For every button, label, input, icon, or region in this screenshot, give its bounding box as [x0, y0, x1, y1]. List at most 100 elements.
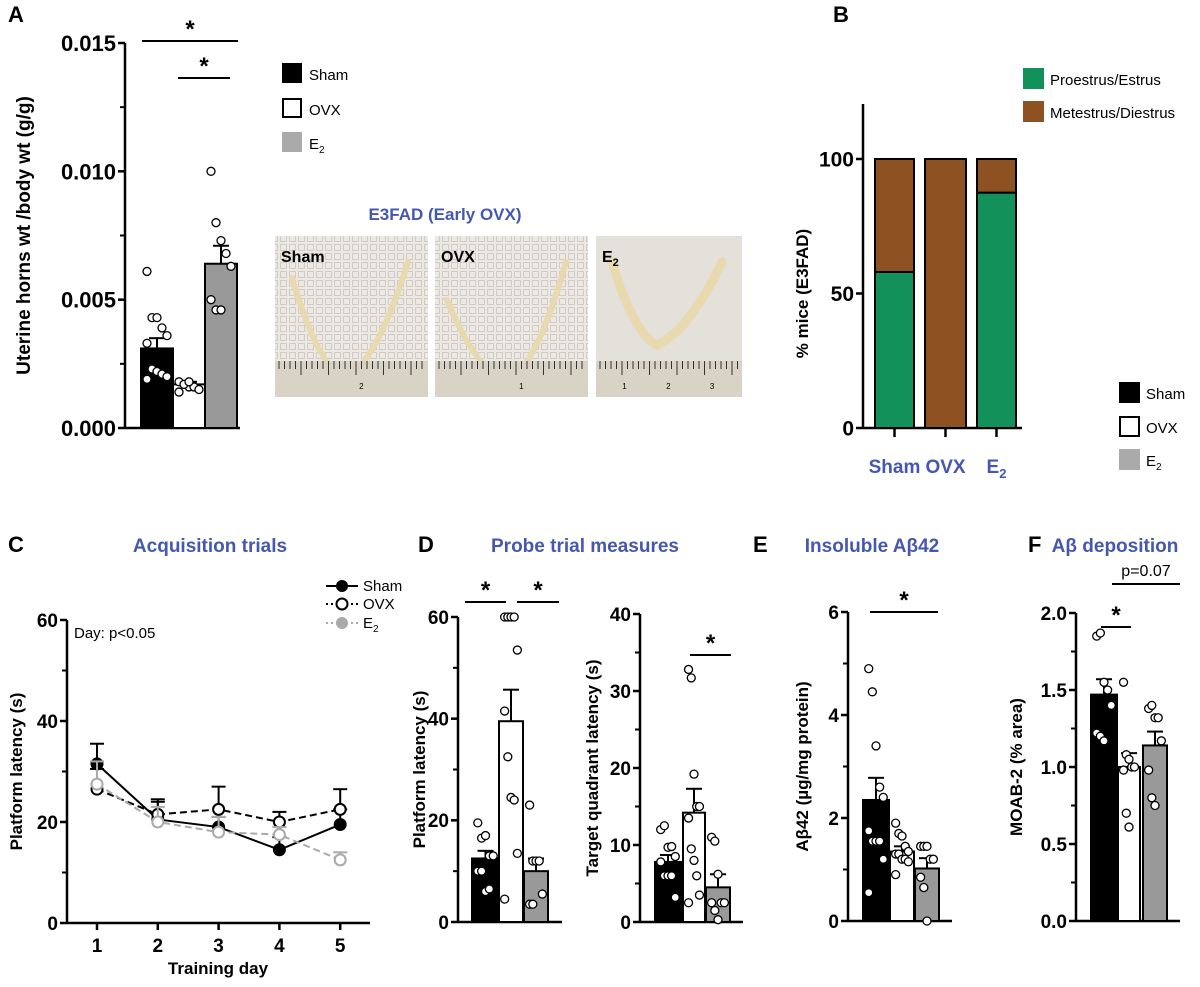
data-point	[670, 892, 680, 903]
ruler-number: 2	[666, 382, 671, 391]
data-point	[694, 890, 705, 900]
data-point-e2	[151, 815, 165, 829]
subscript: 2	[613, 257, 619, 269]
data-point	[874, 836, 885, 846]
y-tick-label: 20	[428, 811, 449, 832]
data-point	[1099, 736, 1109, 746]
data-point	[1153, 713, 1163, 723]
data-point	[719, 898, 730, 908]
data-point	[666, 841, 677, 852]
data-point	[221, 248, 231, 259]
ruler	[596, 361, 742, 397]
data-point-e2	[90, 777, 104, 791]
data-point	[512, 848, 523, 859]
panel-c-legend: Sham OVX E2	[326, 578, 402, 635]
data-point	[484, 884, 495, 894]
panel-c-title: Acquisition trials	[133, 536, 287, 557]
data-point	[1118, 677, 1129, 687]
data-point	[713, 915, 723, 925]
panel-c-chart: 0 20 40 60 Platform latency (s) 1 2 3 4 5	[7, 611, 370, 957]
y-tick-label: 2	[828, 809, 839, 830]
y-axis-label: Target quadrant latency (s)	[583, 660, 602, 877]
stacked-segment-e2-proestrus	[976, 191, 1017, 429]
data-point	[1118, 765, 1129, 775]
stacked-segment-sham-metestrus	[874, 158, 915, 273]
data-point	[1124, 754, 1134, 764]
data-point	[1150, 800, 1160, 811]
y-tick-label: 0.5	[1041, 835, 1068, 856]
data-point	[878, 792, 888, 803]
data-point	[706, 898, 717, 908]
panel-b-legend: Proestrus/Estrus Metestrus/Diestrus	[1023, 68, 1175, 122]
panel-label-a: A	[8, 2, 24, 27]
panel-label-f: F	[1028, 532, 1041, 557]
y-tick-label: 0.000	[61, 416, 116, 441]
data-point	[710, 905, 720, 916]
significance-label: *	[199, 53, 209, 80]
y-tick-label: 30	[610, 682, 631, 703]
panel-c-xlabel: Training day	[168, 959, 269, 978]
data-point	[1124, 822, 1134, 832]
data-point	[162, 330, 172, 341]
y-tick-label: 10	[610, 836, 631, 857]
stacked-segment-ovx-metestrus	[924, 158, 967, 429]
data-point	[152, 312, 162, 323]
y-tick-label: 0	[47, 914, 58, 935]
data-point-e2	[333, 853, 347, 867]
stacked-segment-sham-proestrus	[874, 270, 915, 430]
data-point	[683, 664, 694, 675]
y-tick-label: 0	[842, 418, 854, 441]
data-point	[142, 266, 152, 277]
data-point	[1095, 628, 1106, 638]
ruler-number: 3	[710, 382, 715, 391]
y-tick-label: 6	[828, 603, 839, 624]
data-point	[692, 871, 702, 881]
y-axis-label: Uterine horns wt /body wt (g/g)	[14, 96, 35, 375]
data-point-e2	[212, 825, 226, 839]
data-point	[1099, 677, 1109, 687]
data-point	[867, 687, 878, 697]
y-tick-label: 0.015	[61, 31, 116, 56]
data-point	[488, 851, 498, 861]
data-point	[897, 831, 907, 841]
data-point-e2	[272, 828, 286, 842]
data-point	[1143, 765, 1154, 775]
y-tick-label: 0.0	[1041, 912, 1067, 933]
significance-label: p=0.07	[1121, 563, 1170, 580]
panel-label-e: E	[753, 532, 768, 557]
data-point	[871, 741, 881, 751]
ruler-number: 1	[622, 382, 627, 391]
bar-sham	[1090, 693, 1118, 922]
uterine-horn-image	[607, 257, 727, 350]
data-point	[694, 801, 705, 812]
y-tick-label: 2.0	[1041, 604, 1067, 625]
legend-swatch-sham	[1119, 382, 1140, 403]
data-point	[1156, 736, 1167, 746]
data-point	[216, 305, 226, 315]
data-point	[476, 866, 487, 876]
y-axis-label: MOAB-2 (% area)	[1007, 698, 1026, 836]
data-point	[512, 645, 523, 655]
legend-label-sham: Sham	[309, 67, 348, 84]
panel-label-c: C	[8, 532, 24, 557]
data-point	[710, 836, 720, 846]
x-tick-label: E2	[987, 457, 1007, 481]
data-point	[686, 844, 696, 854]
data-point	[206, 166, 216, 176]
data-point	[142, 338, 152, 348]
significance-label: *	[899, 587, 909, 614]
data-point	[534, 856, 544, 866]
data-point	[226, 261, 236, 271]
y-tick-label: 40	[610, 605, 631, 626]
data-point	[890, 818, 901, 828]
y-axis-label: Aβ42 (µg/mg protein)	[793, 681, 812, 851]
panel-f-chart: 0.0 0.5 1.0 1.5 2.0 MOAB-2 (% area) * p=0.07	[1007, 563, 1180, 933]
data-point	[683, 898, 694, 908]
data-point	[162, 372, 172, 382]
data-point	[509, 795, 519, 805]
legend-swatch-sham	[282, 63, 302, 83]
x-tick-label: 2	[153, 936, 164, 957]
data-point	[919, 882, 929, 893]
legend-label-sham: Sham	[1146, 386, 1185, 403]
ruler-number: 2	[359, 382, 364, 391]
